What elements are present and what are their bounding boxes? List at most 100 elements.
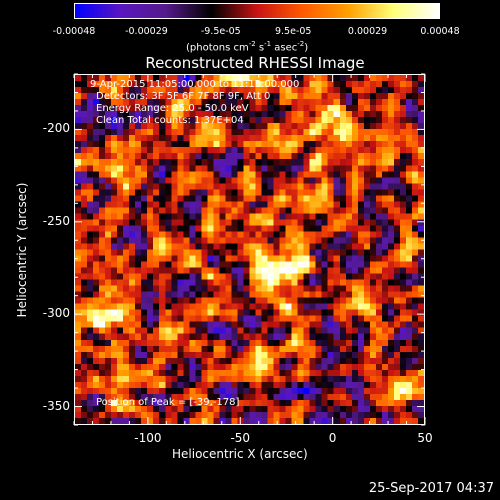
- heatmap-cell: [279, 117, 287, 124]
- heatmap-cell: [117, 99, 124, 106]
- heatmap-cell: [141, 183, 148, 190]
- heatmap-cell: [375, 81, 383, 88]
- heatmap-cell: [147, 279, 154, 287]
- heatmap-cell: [105, 381, 112, 389]
- heatmap-cell: [399, 279, 407, 287]
- heatmap-cell: [105, 357, 112, 365]
- heatmap-cell: [195, 207, 202, 214]
- heatmap-cell: [141, 165, 148, 172]
- heatmap-cell: [375, 171, 383, 178]
- heatmap-cell: [417, 267, 424, 274]
- heatmap-cell: [261, 405, 268, 413]
- heatmap-cell: [411, 411, 419, 419]
- heatmap-cell: [345, 105, 353, 112]
- heatmap-cell: [357, 231, 365, 238]
- heatmap-cell: [309, 225, 317, 232]
- heatmap-cell: [375, 315, 383, 323]
- heatmap-cell: [267, 117, 274, 124]
- heatmap-cell: [291, 291, 299, 299]
- heatmap-cell: [183, 315, 190, 323]
- heatmap-cell: [75, 411, 82, 419]
- heatmap-cell: [153, 387, 160, 395]
- heatmap-cell: [399, 417, 407, 424]
- heatmap-cell: [303, 291, 311, 299]
- heatmap-cell: [153, 135, 160, 142]
- heatmap-cell: [111, 177, 118, 184]
- heatmap-cell: [357, 195, 365, 202]
- heatmap-cell: [87, 411, 94, 419]
- heatmap-cell: [237, 393, 244, 401]
- heatmap-cell: [75, 339, 82, 347]
- heatmap-cell: [357, 225, 365, 232]
- heatmap-cell: [177, 123, 184, 130]
- heatmap-cell: [375, 201, 383, 208]
- heatmap-cell: [147, 393, 154, 401]
- heatmap-cell: [153, 399, 160, 407]
- heatmap-cell: [249, 351, 256, 359]
- heatmap-cell: [183, 93, 190, 100]
- heatmap-cell: [201, 87, 208, 94]
- heatmap-cell: [417, 351, 424, 359]
- heatmap-cell: [369, 87, 377, 94]
- heatmap-cell: [87, 399, 94, 407]
- heatmap-cell: [405, 123, 413, 130]
- heatmap-cell: [81, 345, 88, 353]
- heatmap-cell: [315, 381, 323, 389]
- heatmap-cell: [351, 375, 359, 383]
- heatmap-cell: [303, 75, 311, 82]
- heatmap-cell: [297, 165, 305, 172]
- heatmap-cell: [213, 183, 220, 190]
- heatmap-cell: [381, 285, 389, 293]
- heatmap-cell: [105, 387, 112, 395]
- heatmap-cell: [363, 129, 371, 136]
- heatmap-cell: [141, 363, 148, 371]
- heatmap-cell: [309, 393, 317, 401]
- heatmap-cell: [363, 381, 371, 389]
- heatmap-cell: [297, 243, 305, 250]
- heatmap-cell: [159, 291, 166, 299]
- heatmap-cell: [411, 237, 419, 244]
- heatmap-cell: [375, 327, 383, 335]
- heatmap-cell: [81, 183, 88, 190]
- heatmap-cell: [309, 105, 317, 112]
- heatmap-cell: [111, 351, 118, 359]
- heatmap-cell: [231, 195, 238, 202]
- heatmap-cell: [417, 105, 424, 112]
- heatmap-cell: [393, 87, 401, 94]
- heatmap-cell: [135, 141, 142, 148]
- heatmap-cell: [159, 81, 166, 88]
- heatmap-cell: [327, 159, 335, 166]
- heatmap-cell: [261, 255, 268, 262]
- heatmap-cell: [99, 117, 106, 124]
- heatmap-cell: [363, 267, 371, 274]
- heatmap-cell: [231, 279, 238, 287]
- heatmap-cell: [321, 279, 329, 287]
- heatmap-cell: [237, 327, 244, 335]
- heatmap-cell: [273, 189, 280, 196]
- heatmap-cell: [285, 291, 293, 299]
- heatmap-cell: [273, 327, 280, 335]
- heatmap-cell: [309, 285, 317, 293]
- heatmap-cell: [237, 123, 244, 130]
- heatmap-cell: [249, 105, 256, 112]
- heatmap-cell: [333, 99, 341, 106]
- heatmap-cell: [249, 135, 256, 142]
- heatmap-cell: [153, 339, 160, 347]
- heatmap-cell: [81, 243, 88, 250]
- heatmap-cell: [213, 309, 220, 317]
- heatmap-cell: [327, 339, 335, 347]
- colorbar-tick-label: 0.00048: [420, 26, 460, 37]
- heatmap-cell: [243, 285, 250, 293]
- heatmap-cell: [183, 411, 190, 419]
- heatmap-cell: [351, 111, 359, 118]
- heatmap-cell: [333, 339, 341, 347]
- heatmap-cell: [93, 267, 100, 274]
- heatmap-cell: [111, 273, 118, 280]
- heatmap-cell: [93, 231, 100, 238]
- heatmap-cell: [243, 159, 250, 166]
- heatmap-cell: [231, 171, 238, 178]
- heatmap-cell: [99, 327, 106, 335]
- heatmap-cell: [375, 87, 383, 94]
- heatmap-cell: [111, 417, 118, 424]
- heatmap-cell: [393, 279, 401, 287]
